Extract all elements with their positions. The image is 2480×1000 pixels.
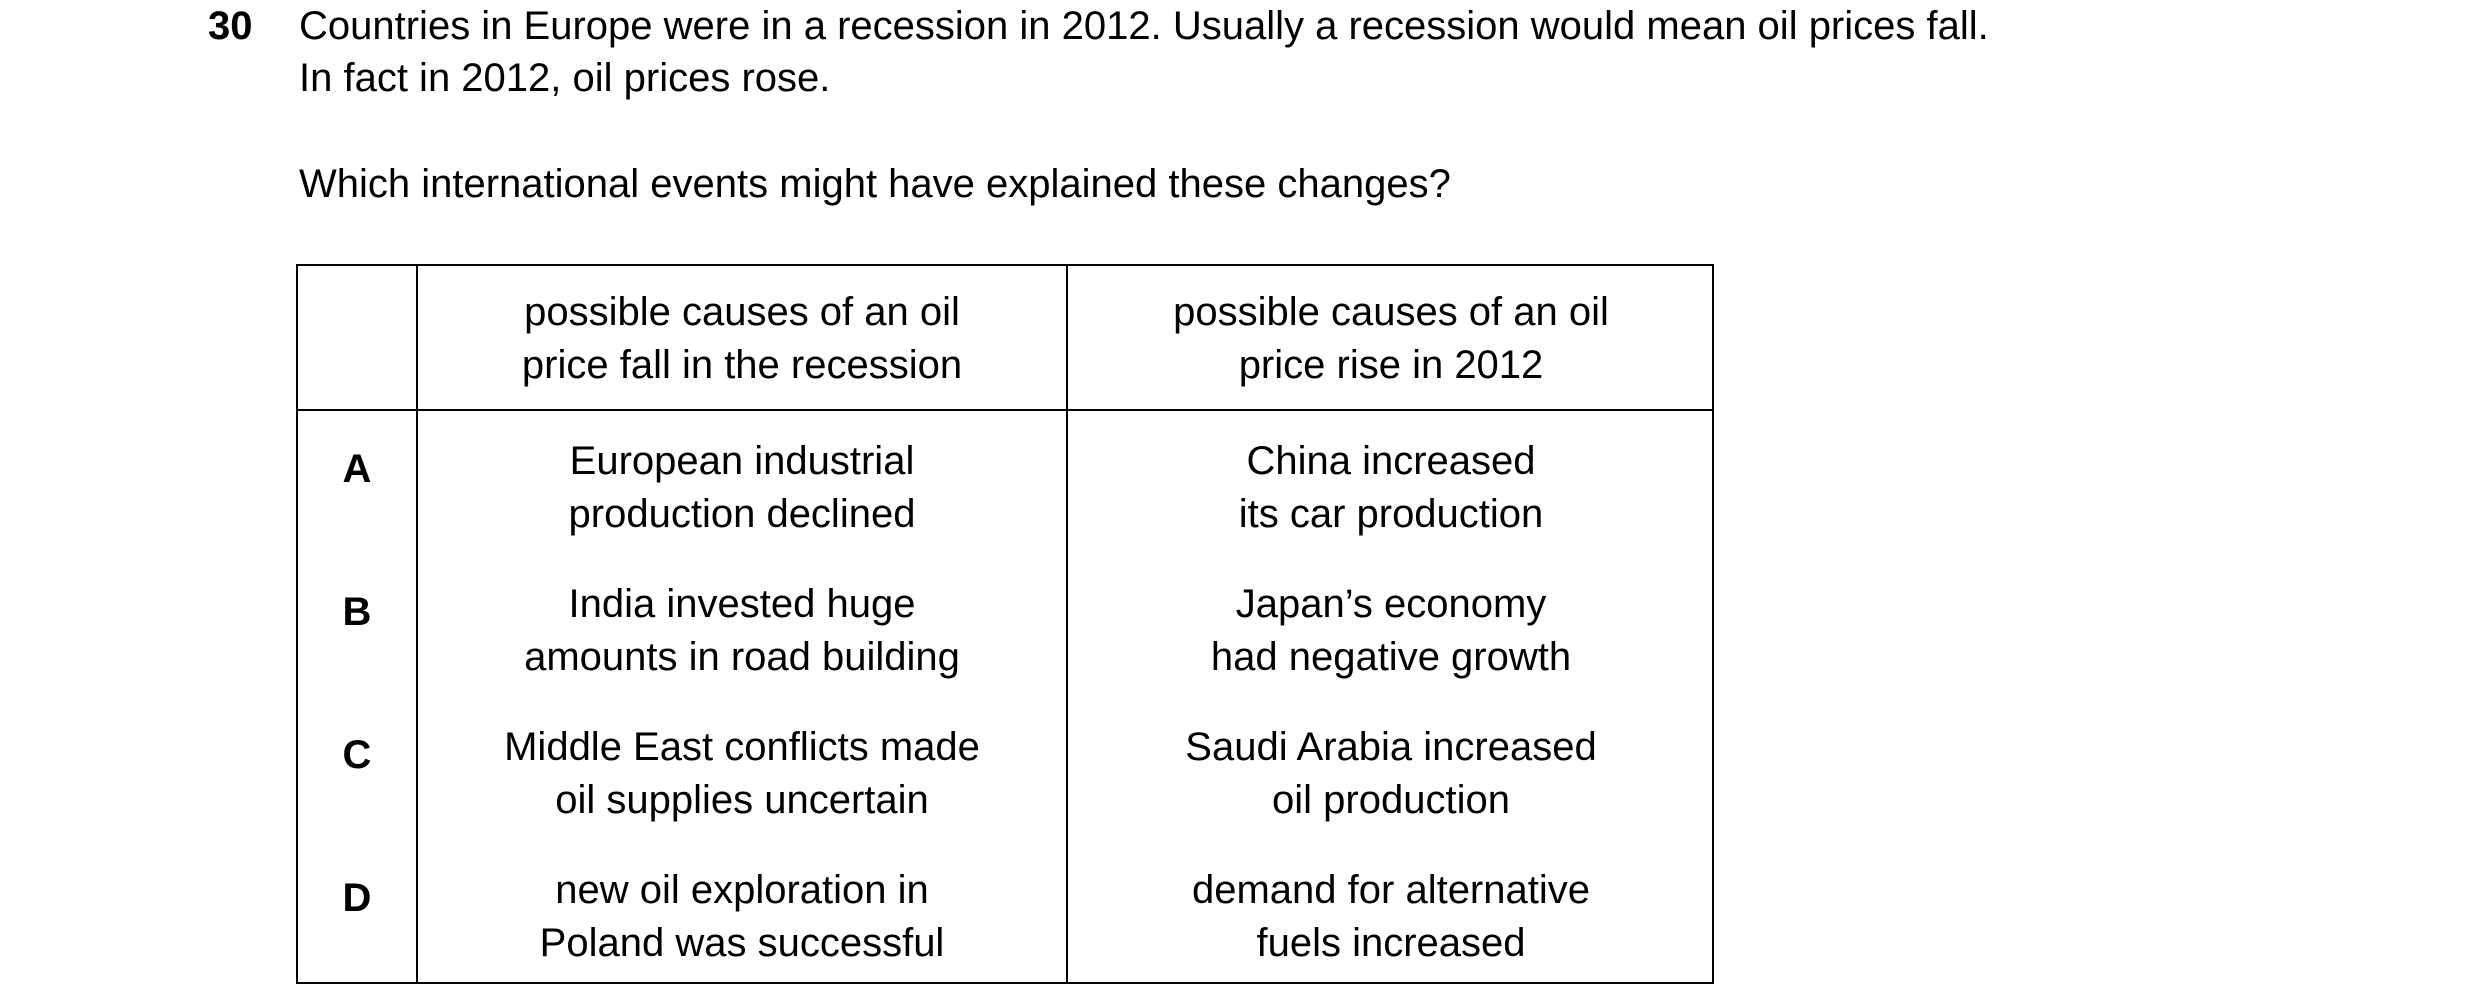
- options-table: possible causes of an oil price fall in …: [296, 264, 1714, 984]
- option-fall-cause: India invested huge amounts in road buil…: [418, 578, 1066, 684]
- table-divider-vertical: [416, 266, 418, 982]
- option-letter: D: [342, 876, 372, 920]
- table-divider-vertical: [1066, 266, 1068, 982]
- question-stem-line-1: Countries in Europe were in a recession …: [299, 4, 1989, 48]
- cell-line: new oil exploration in: [555, 868, 929, 912]
- option-fall-cause: new oil exploration in Poland was succes…: [418, 864, 1066, 970]
- cell-line: Japan’s economy: [1235, 582, 1547, 626]
- cell-line: production declined: [568, 492, 916, 536]
- option-rise-cause: Saudi Arabia increased oil production: [1068, 721, 1714, 827]
- option-letter: B: [342, 590, 372, 634]
- cell-line: oil production: [1272, 778, 1510, 822]
- option-fall-cause: Middle East conflicts made oil supplies …: [418, 721, 1066, 827]
- cell-line: had negative growth: [1210, 635, 1572, 679]
- cell-line: demand for alternative: [1191, 868, 1590, 912]
- cell-line: European industrial: [569, 439, 915, 483]
- option-rise-cause: demand for alternative fuels increased: [1068, 864, 1714, 970]
- header-fall-line: price fall in the recession: [521, 343, 963, 387]
- cell-line: fuels increased: [1256, 921, 1526, 965]
- cell-line: Saudi Arabia increased: [1185, 725, 1597, 769]
- header-rise-line: possible causes of an oil: [1173, 290, 1609, 334]
- option-fall-cause: European industrial production declined: [418, 435, 1066, 541]
- cell-line: China increased: [1246, 439, 1536, 483]
- question-number: 30: [208, 4, 253, 48]
- option-letter: C: [342, 733, 372, 777]
- option-letter: A: [342, 447, 372, 491]
- header-rise-line: price rise in 2012: [1238, 343, 1544, 387]
- cell-line: Middle East conflicts made: [504, 725, 980, 769]
- header-fall-line: possible causes of an oil: [524, 290, 960, 334]
- cell-line: India invested huge: [568, 582, 916, 626]
- option-rise-cause: Japan’s economy had negative growth: [1068, 578, 1714, 684]
- question-stem-line-2: In fact in 2012, oil prices rose.: [299, 56, 831, 100]
- header-fall-causes: possible causes of an oil price fall in …: [418, 286, 1066, 392]
- question-prompt: Which international events might have ex…: [299, 162, 1451, 206]
- cell-line: amounts in road building: [524, 635, 960, 679]
- table-divider-horizontal: [298, 409, 1712, 411]
- cell-line: oil supplies uncertain: [555, 778, 929, 822]
- option-rise-cause: China increased its car production: [1068, 435, 1714, 541]
- cell-line: its car production: [1238, 492, 1544, 536]
- header-rise-causes: possible causes of an oil price rise in …: [1068, 286, 1714, 392]
- cell-line: Poland was successful: [539, 921, 945, 965]
